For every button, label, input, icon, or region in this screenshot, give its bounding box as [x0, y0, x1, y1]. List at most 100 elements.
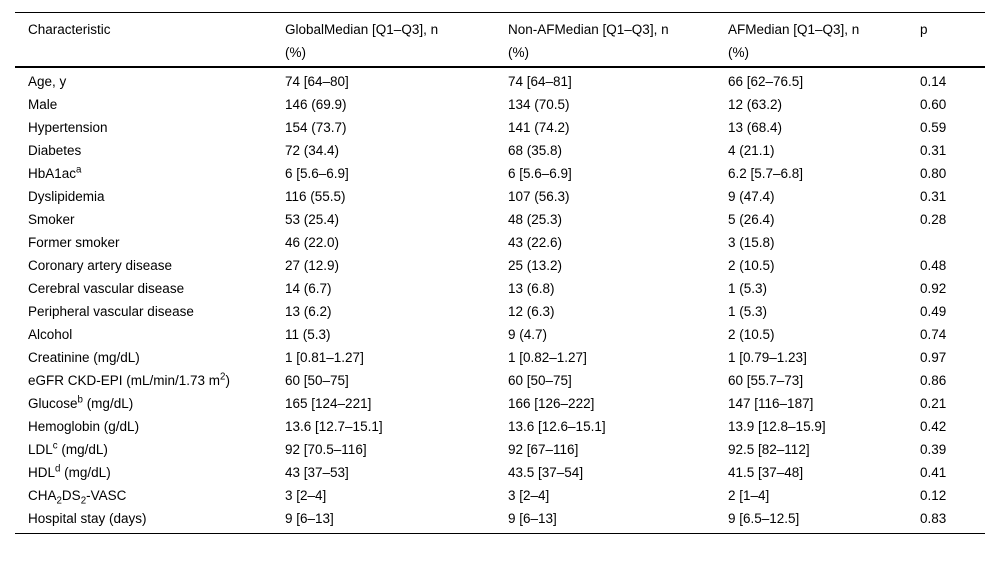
cell-characteristic: HDLd (mg/dL): [28, 463, 111, 480]
cell-characteristic: Smoker: [28, 212, 75, 227]
table-header-row: Characteristic GlobalMedian [Q1–Q3], n (…: [15, 13, 985, 68]
cell-global: 46 (22.0): [285, 235, 340, 250]
table-row: LDLc (mg/dL) 92 [70.5–116] 92 [67–116] 92.5…: [15, 438, 985, 461]
cell-p: 0.80: [920, 166, 947, 181]
cell-non-af: 13.6 [12.6–15.1]: [508, 419, 606, 434]
cell-p: 0.49: [920, 304, 947, 319]
cell-p: 0.31: [920, 189, 947, 204]
cell-non-af: 13 (6.8): [508, 281, 555, 296]
cell-p: [920, 231, 985, 254]
table-row: Hemoglobin (g/dL) 13.6 [12.7–15.1] 13.6 [1…: [15, 415, 985, 438]
cell-p: 0.83: [920, 511, 947, 526]
cell-non-af: 3 [2–4]: [508, 488, 550, 503]
cell-af: 5 (26.4): [728, 212, 775, 227]
cell-global: 9 [6–13]: [285, 511, 334, 526]
cell-p: 0.31: [920, 143, 947, 158]
cell-characteristic: eGFR CKD-EPI (mL/min/1.73 m2): [28, 371, 230, 388]
cell-af: 60 [55.7–73]: [728, 373, 804, 388]
table-body: Age, y 74 [64–80] 74 [64–81] 66 [62–76.5] 0.…: [15, 67, 985, 534]
cell-non-af: 1 [0.82–1.27]: [508, 350, 587, 365]
cell-af: 4 (21.1): [728, 143, 775, 158]
cell-non-af: 141 (74.2): [508, 120, 570, 135]
cell-global: 72 (34.4): [285, 143, 340, 158]
cell-global: 92 [70.5–116]: [285, 442, 367, 457]
cell-global: 165 [124–221]: [285, 396, 372, 411]
table-row: Glucoseb (mg/dL) 165 [124–221] 166 [126–22…: [15, 392, 985, 415]
column-header-label: Non-AFMedian [Q1–Q3], n (%): [508, 22, 669, 60]
cell-non-af: 68 (35.8): [508, 143, 563, 158]
table-row: Coronary artery disease 27 (12.9) 25 (13.2…: [15, 254, 985, 277]
table-row: eGFR CKD-EPI (mL/min/1.73 m2) 60 [50–75] 6…: [15, 369, 985, 392]
table-row: Cerebral vascular disease 14 (6.7) 13 (6.8…: [15, 277, 985, 300]
cell-characteristic: Age, y: [28, 74, 67, 89]
cell-global: 3 [2–4]: [285, 488, 327, 503]
cell-non-af: 92 [67–116]: [508, 442, 579, 457]
table-row: Peripheral vascular disease 13 (6.2) 12 (6…: [15, 300, 985, 323]
cell-characteristic: LDLc (mg/dL): [28, 440, 108, 457]
cell-p: 0.97: [920, 350, 947, 365]
column-header-label: p: [920, 22, 928, 37]
table-row: HbA1aca 6 [5.6–6.9] 6 [5.6–6.9] 6.2 [5.7–6.…: [15, 162, 985, 185]
cell-global: 1 [0.81–1.27]: [285, 350, 364, 365]
cell-characteristic: Hospital stay (days): [28, 511, 147, 526]
cell-af: 9 (47.4): [728, 189, 775, 204]
cell-characteristic: Creatinine (mg/dL): [28, 350, 140, 365]
cell-af: 1 (5.3): [728, 281, 768, 296]
cell-characteristic: Diabetes: [28, 143, 82, 158]
cell-characteristic: Glucoseb (mg/dL): [28, 394, 134, 411]
table-row: Dyslipidemia 116 (55.5) 107 (56.3) 9 (47.4)…: [15, 185, 985, 208]
cell-af: 6.2 [5.7–6.8]: [728, 166, 804, 181]
cell-characteristic: Cerebral vascular disease: [28, 281, 185, 296]
table-row: Male 146 (69.9) 134 (70.5) 12 (63.2) 0.60: [15, 93, 985, 116]
cell-af: 92.5 [82–112]: [728, 442, 810, 457]
cell-p: 0.41: [920, 465, 947, 480]
table-row: HDLd (mg/dL) 43 [37–53] 43.5 [37–54] 41.5 […: [15, 461, 985, 484]
cell-characteristic: Hemoglobin (g/dL): [28, 419, 140, 434]
cell-global: 154 (73.7): [285, 120, 347, 135]
cell-af: 2 (10.5): [728, 327, 775, 342]
cell-p: 0.60: [920, 97, 947, 112]
cell-af: 66 [62–76.5]: [728, 74, 804, 89]
column-header-p: p: [920, 13, 985, 68]
cell-non-af: 166 [126–222]: [508, 396, 595, 411]
table-row: Hypertension 154 (73.7) 141 (74.2) 13 (68.4…: [15, 116, 985, 139]
cell-af: 13 (68.4): [728, 120, 783, 135]
cell-non-af: 43 (22.6): [508, 235, 563, 250]
table-header: Characteristic GlobalMedian [Q1–Q3], n (…: [15, 13, 985, 68]
column-header-non-af: Non-AFMedian [Q1–Q3], n (%): [508, 13, 728, 68]
table-row: Diabetes 72 (34.4) 68 (35.8) 4 (21.1) 0.31: [15, 139, 985, 162]
table-row: Alcohol 11 (5.3) 9 (4.7) 2 (10.5) 0.74: [15, 323, 985, 346]
cell-p: 0.86: [920, 373, 947, 388]
table-row: Creatinine (mg/dL) 1 [0.81–1.27] 1 [0.82–1…: [15, 346, 985, 369]
cell-af: 13.9 [12.8–15.9]: [728, 419, 826, 434]
column-header-label: Characteristic: [28, 22, 111, 37]
cell-global: 60 [50–75]: [285, 373, 349, 388]
cell-characteristic: Former smoker: [28, 235, 120, 250]
cell-af: 147 [116–187]: [728, 396, 814, 411]
cell-global: 53 (25.4): [285, 212, 340, 227]
cell-non-af: 6 [5.6–6.9]: [508, 166, 572, 181]
cell-non-af: 25 (13.2): [508, 258, 563, 273]
cell-global: 14 (6.7): [285, 281, 332, 296]
cell-p: 0.42: [920, 419, 947, 434]
cell-global: 13.6 [12.7–15.1]: [285, 419, 383, 434]
cell-p: 0.92: [920, 281, 947, 296]
table-row: Age, y 74 [64–80] 74 [64–81] 66 [62–76.5] 0.…: [15, 67, 985, 93]
cell-p: 0.74: [920, 327, 947, 342]
cell-global: 146 (69.9): [285, 97, 347, 112]
cell-characteristic: Coronary artery disease: [28, 258, 173, 273]
cell-characteristic: CHA2DS2-VASC: [28, 488, 127, 507]
cell-characteristic: Male: [28, 97, 58, 112]
cell-af: 2 (10.5): [728, 258, 775, 273]
cell-global: 27 (12.9): [285, 258, 340, 273]
table-row: CHA2DS2-VASC 3 [2–4] 3 [2–4] 2 [1–4] 0.12: [15, 484, 985, 507]
cell-global: 11 (5.3): [285, 327, 331, 342]
cell-characteristic: Peripheral vascular disease: [28, 304, 194, 319]
cell-non-af: 43.5 [37–54]: [508, 465, 584, 480]
cell-characteristic: Dyslipidemia: [28, 189, 105, 204]
cell-p: 0.28: [920, 212, 947, 227]
table-row: Hospital stay (days) 9 [6–13] 9 [6–13] 9 [6…: [15, 507, 985, 534]
column-header-label: GlobalMedian [Q1–Q3], n (%): [285, 22, 439, 60]
table-row: Former smoker 46 (22.0) 43 (22.6) 3 (15.8): [15, 231, 985, 254]
